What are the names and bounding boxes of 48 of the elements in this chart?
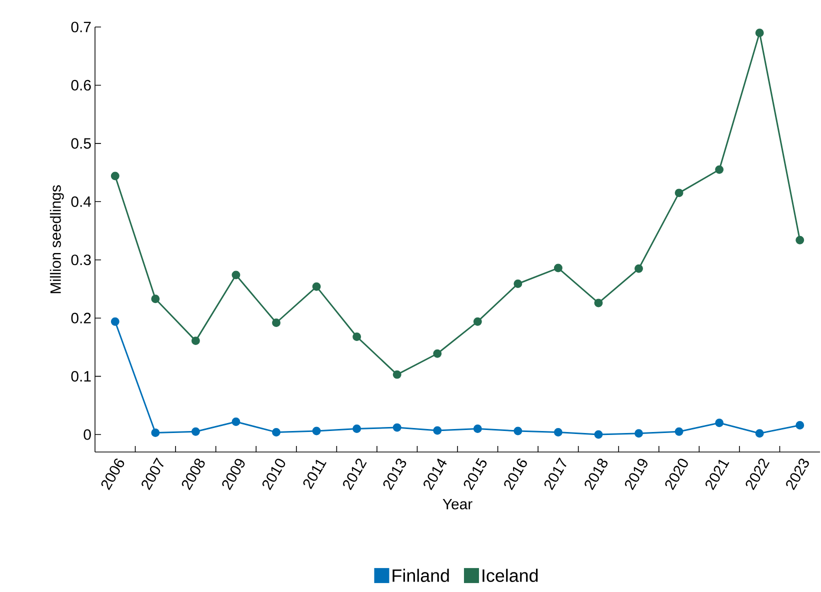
point xyxy=(674,427,684,436)
y-tick-label: 0.1 xyxy=(71,371,91,382)
point xyxy=(110,317,120,326)
point xyxy=(352,424,362,433)
point xyxy=(392,370,402,379)
point xyxy=(392,423,402,432)
point xyxy=(715,165,724,174)
x-axis-title: Year xyxy=(442,498,472,510)
y-axis-title: Million seedlings xyxy=(50,185,64,294)
legend-label: Finland xyxy=(392,568,449,582)
point xyxy=(514,280,522,288)
point xyxy=(352,332,362,341)
point xyxy=(473,317,482,326)
point xyxy=(715,418,724,428)
point xyxy=(594,430,603,439)
point xyxy=(554,264,562,272)
point xyxy=(232,417,240,426)
y-tick-label: 0.6 xyxy=(71,80,91,91)
point xyxy=(796,236,804,244)
point xyxy=(473,424,482,433)
y-tick-label: 0.4 xyxy=(71,196,92,207)
y-tick-label: 0.5 xyxy=(71,138,91,149)
point xyxy=(151,428,160,438)
y-tick-label: 0.7 xyxy=(71,22,91,32)
point xyxy=(433,426,442,435)
point xyxy=(312,426,321,436)
point xyxy=(232,270,240,280)
point xyxy=(191,427,200,436)
point xyxy=(674,188,684,198)
point xyxy=(151,294,160,304)
point xyxy=(755,28,764,38)
point xyxy=(110,172,120,180)
point xyxy=(312,282,321,291)
point xyxy=(594,298,603,308)
point xyxy=(634,429,643,438)
y-tick-label: 0.3 xyxy=(71,254,91,266)
y-tick-label: 0 xyxy=(84,429,91,440)
point xyxy=(272,318,280,327)
point xyxy=(755,429,764,438)
point xyxy=(272,428,280,436)
y-tick-label: 0.2 xyxy=(71,312,91,324)
legend-label: Iceland xyxy=(482,568,538,582)
point xyxy=(514,426,522,436)
point xyxy=(191,336,200,346)
point xyxy=(433,349,442,358)
point xyxy=(634,264,643,273)
point xyxy=(796,420,804,430)
point xyxy=(554,428,562,436)
